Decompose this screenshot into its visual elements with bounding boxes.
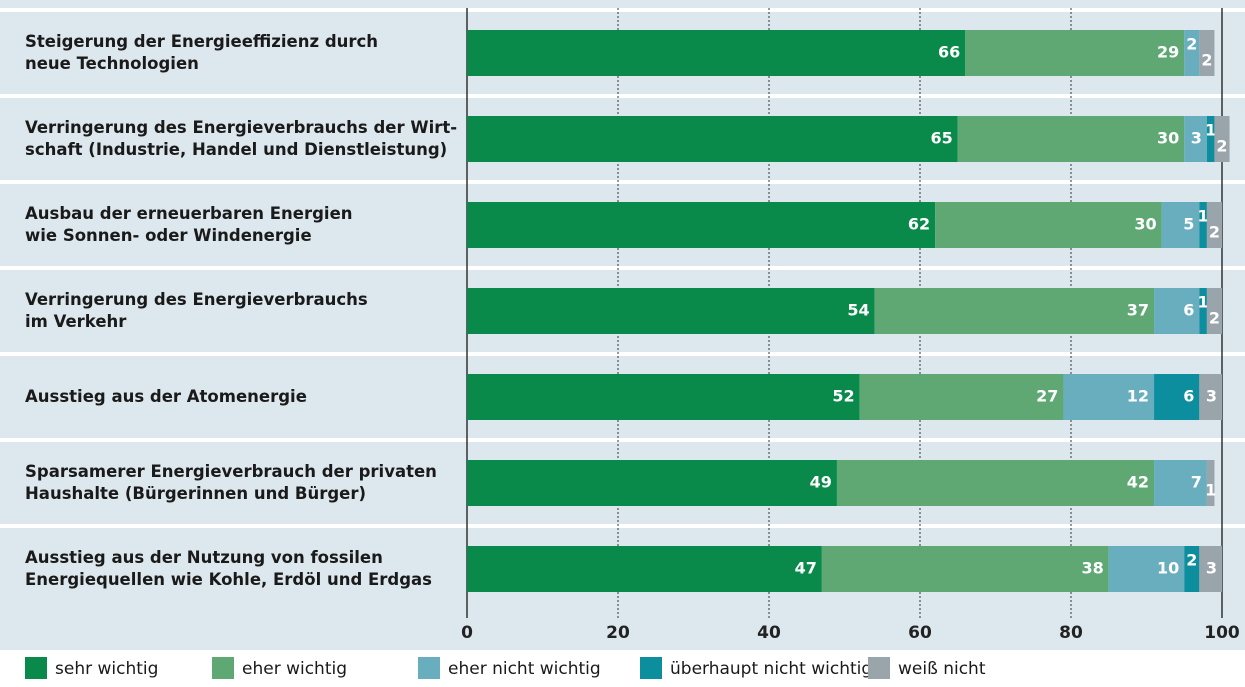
bar-segment: [1199, 288, 1207, 334]
value-label: 1: [1198, 293, 1209, 312]
row-separator: [0, 94, 1245, 98]
value-label: 42: [1127, 473, 1149, 492]
value-label: 7: [1191, 473, 1202, 492]
x-tick-label: 20: [606, 623, 630, 643]
bar-segment: [965, 30, 1185, 76]
x-tick-label: 60: [908, 623, 932, 643]
value-label: 38: [1081, 559, 1103, 578]
value-label: 52: [832, 387, 854, 406]
value-label: 3: [1206, 387, 1217, 406]
value-label: 10: [1157, 559, 1179, 578]
legend-label: sehr wichtig: [55, 659, 158, 679]
x-tick-label: 40: [757, 623, 781, 643]
value-label: 65: [930, 129, 952, 148]
value-label: 2: [1186, 551, 1197, 570]
bar-segment: [957, 116, 1185, 162]
bar-segment: [467, 116, 958, 162]
category-label: Verringerung des Energieverbrauchs der W…: [25, 118, 457, 159]
value-label: 2: [1209, 223, 1220, 242]
legend-label: weiß nicht: [898, 659, 986, 679]
bar-segment: [1161, 202, 1200, 248]
value-label: 2: [1209, 309, 1220, 328]
bar-segment: [1184, 546, 1200, 592]
value-label: 49: [810, 473, 832, 492]
bar-segment: [935, 202, 1162, 248]
value-label: 29: [1157, 43, 1179, 62]
row-separator: [0, 266, 1245, 270]
row-separator: [0, 438, 1245, 442]
bar-segment: [467, 460, 837, 506]
bar-segment: [467, 288, 875, 334]
bar-segment: [1214, 116, 1230, 162]
value-label: 1: [1205, 481, 1216, 500]
bar-segment: [1184, 30, 1200, 76]
value-label: 2: [1216, 137, 1227, 156]
value-label: 54: [847, 301, 869, 320]
x-tick-label: 0: [461, 623, 473, 643]
x-tick-label: 100: [1204, 623, 1240, 643]
bar-segment: [1206, 202, 1222, 248]
value-label: 3: [1206, 559, 1217, 578]
category-label: Sparsamerer Energieverbrauch der private…: [25, 462, 437, 503]
value-label: 27: [1036, 387, 1058, 406]
legend-swatch: [212, 657, 234, 679]
row-separator: [0, 180, 1245, 184]
legend-background: [0, 650, 1245, 687]
bar-segment: [1184, 116, 1207, 162]
category-label: Ausbau der erneuerbaren Energien wie Sonn…: [25, 204, 353, 245]
category-label: Ausstieg aus der Nutzung von fossilen Ene…: [25, 548, 432, 589]
legend-swatch: [868, 657, 890, 679]
bar-segment: [1206, 460, 1215, 506]
bar-segment: [1199, 374, 1222, 420]
bar-segment: [1206, 116, 1215, 162]
legend-label: überhaupt nicht wichtig: [670, 659, 872, 679]
bar-segment: [1199, 546, 1222, 592]
bar-segment: [859, 374, 1064, 420]
value-label: 2: [1201, 51, 1212, 70]
bar-segment: [1154, 460, 1207, 506]
bar-segment: [1063, 374, 1155, 420]
value-label: 30: [1157, 129, 1179, 148]
legend-swatch: [418, 657, 440, 679]
value-label: 2: [1186, 35, 1197, 54]
bar-segment: [467, 374, 860, 420]
value-label: 62: [908, 215, 930, 234]
row-separator: [0, 8, 1245, 12]
bar-segment: [836, 460, 1155, 506]
bar-segment: [1206, 288, 1222, 334]
value-label: 66: [938, 43, 960, 62]
bar-segment: [874, 288, 1155, 334]
value-label: 5: [1183, 215, 1194, 234]
value-label: 1: [1198, 207, 1209, 226]
bar-segment: [467, 30, 966, 76]
value-label: 1: [1205, 121, 1216, 140]
bar-segment: [1108, 546, 1185, 592]
row-separator: [0, 352, 1245, 356]
category-label: Ausstieg aus der Atomenergie: [25, 387, 307, 406]
value-label: 6: [1183, 301, 1194, 320]
row-separator: [0, 524, 1245, 528]
bar-segment: [1199, 30, 1215, 76]
value-label: 12: [1127, 387, 1149, 406]
legend-swatch: [25, 657, 47, 679]
bar-segment: [821, 546, 1109, 592]
legend-swatch: [640, 657, 662, 679]
legend-label: eher wichtig: [242, 659, 347, 679]
bar-segment: [1199, 202, 1207, 248]
bar-segment: [1154, 288, 1200, 334]
bar-segment: [1154, 374, 1200, 420]
category-label: Steigerung der Energieeffizienz durch neu…: [25, 32, 378, 73]
value-label: 47: [795, 559, 817, 578]
x-tick-label: 80: [1059, 623, 1083, 643]
value-label: 3: [1191, 129, 1202, 148]
category-label: Verringerung des Energieverbrauchs im Ver…: [25, 290, 368, 331]
legend-label: eher nicht wichtig: [448, 659, 601, 679]
value-label: 6: [1183, 387, 1194, 406]
value-label: 37: [1127, 301, 1149, 320]
bar-segment: [467, 546, 822, 592]
value-label: 30: [1134, 215, 1156, 234]
bar-segment: [467, 202, 936, 248]
